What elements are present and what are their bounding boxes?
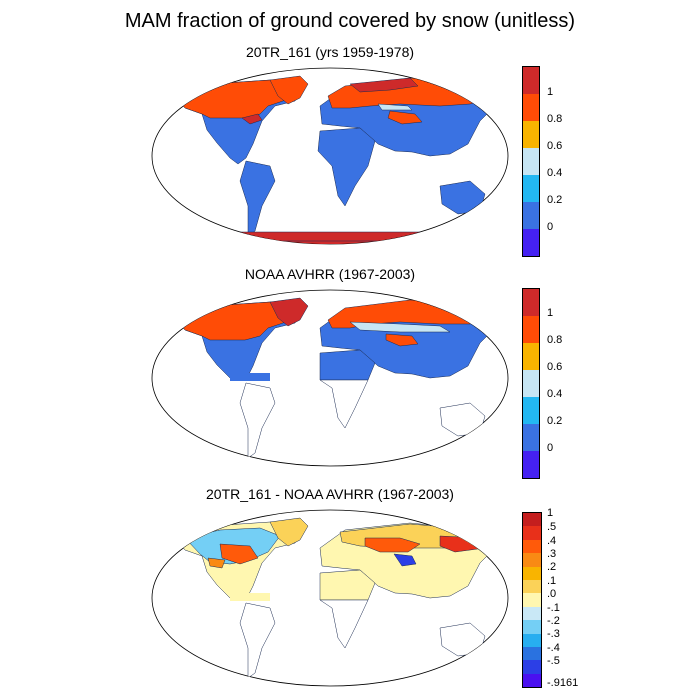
colorbar-swatch [522, 370, 540, 397]
greenland [269, 297, 309, 327]
greenland [269, 75, 309, 105]
colorbar-label: 0.4 [547, 167, 563, 179]
colorbar-swatch [522, 451, 540, 479]
colorbar-swatch [522, 121, 540, 148]
colorbar-swatch [523, 673, 541, 688]
colorbar-swatch [523, 566, 541, 580]
colorbar-label: -.1 [547, 602, 560, 614]
panel-3-colorbar [522, 512, 542, 688]
colorbar-label: -.4 [547, 642, 560, 654]
colorbar-swatch [522, 94, 540, 121]
colorbar-label: 0.6 [547, 140, 563, 152]
colorbar-swatch [522, 424, 540, 451]
colorbar-swatch [523, 579, 541, 594]
figure-title: MAM fraction of ground covered by snow (… [124, 10, 576, 32]
colorbar-label: -.5 [547, 655, 560, 667]
colorbar-label: -.9161 [547, 677, 579, 689]
colorbar-label: 1 [547, 307, 554, 319]
colorbar-swatch [522, 148, 540, 175]
colorbar-label: .3 [547, 548, 557, 560]
south-america-outline [239, 382, 276, 459]
colorbar-label: 1 [547, 86, 554, 98]
colorbar-swatch [522, 66, 540, 94]
colorbar-swatch [522, 288, 540, 316]
colorbar-label: 0.4 [547, 388, 563, 400]
colorbar-label: .2 [547, 561, 557, 573]
south-america-outline [239, 602, 276, 679]
greenland [269, 517, 309, 547]
colorbar-label: 0 [547, 442, 554, 454]
colorbar-swatch [523, 513, 541, 527]
colorbar-swatch [522, 229, 540, 257]
colorbar-label: 1 [547, 507, 554, 519]
colorbar-swatch [522, 175, 540, 202]
colorbar-swatch [523, 593, 541, 607]
colorbar-label: 0.8 [547, 334, 563, 346]
panel-3-map [151, 509, 509, 687]
panel-1-colorbar [522, 66, 540, 257]
colorbar-label: -.3 [547, 628, 560, 640]
colorbar-label: .1 [547, 575, 557, 587]
panel-3-subtitle: 20TR_161 - NOAA AVHRR (1967-2003) [206, 486, 454, 502]
panel-2-subtitle: NOAA AVHRR (1967-2003) [244, 266, 416, 282]
colorbar-swatch [523, 620, 541, 634]
panel-2-colorbar [522, 288, 540, 479]
colorbar-swatch [523, 660, 541, 674]
colorbar-swatch [523, 633, 541, 647]
africa-outline [319, 599, 369, 649]
colorbar-label: 0 [547, 221, 554, 233]
colorbar-label: .0 [547, 588, 557, 600]
colorbar-swatch [522, 343, 540, 370]
colorbar-label: 0.8 [547, 113, 563, 125]
colorbar-label: .5 [547, 521, 557, 533]
panel-1-map [151, 67, 509, 245]
colorbar-swatch [522, 202, 540, 229]
colorbar-swatch [523, 553, 541, 567]
panel-2-map [151, 289, 509, 467]
colorbar-swatch [523, 646, 541, 661]
colorbar-swatch [523, 539, 541, 554]
colorbar-label: 0.2 [547, 194, 563, 206]
colorbar-swatch [523, 526, 541, 540]
africa-land [319, 569, 376, 601]
colorbar-swatch [522, 316, 540, 343]
panel-1-subtitle: 20TR_161 (yrs 1959-1978) [245, 44, 415, 60]
colorbar-swatch [522, 397, 540, 424]
south-america-land [239, 160, 276, 237]
africa-land [319, 349, 376, 381]
colorbar-label: 0.2 [547, 415, 563, 427]
colorbar-label: 0.6 [547, 361, 563, 373]
colorbar-label: .4 [547, 535, 557, 547]
africa-outline [319, 379, 369, 429]
colorbar-swatch [523, 606, 541, 621]
colorbar-label: -.2 [547, 615, 560, 627]
africa-land [317, 127, 376, 207]
